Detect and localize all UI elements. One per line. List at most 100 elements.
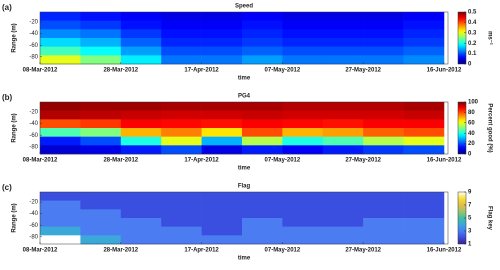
x-tick-label: 16-Jun-2012 (427, 68, 462, 74)
heat-cell (40, 218, 81, 227)
heat-cell (363, 200, 404, 210)
colorbar-tick-label: 9 (468, 190, 472, 196)
y-axis-label: Range (m) (12, 203, 18, 232)
heat-cell (322, 128, 364, 137)
heat-cell (80, 20, 122, 30)
colorbar-label: ms⁻¹ (486, 31, 493, 45)
panel-title: PG4 (238, 94, 251, 100)
heat-cell (282, 55, 324, 65)
heat-cell (241, 192, 283, 201)
heat-cell (120, 145, 162, 155)
colorbar-tick-label: 100 (468, 100, 479, 106)
heat-cell (322, 226, 364, 236)
heat-cell (161, 12, 202, 21)
heat-cell (403, 200, 445, 210)
heat-cell (40, 110, 81, 120)
heat-cell (403, 55, 445, 65)
heat-cell (403, 102, 445, 111)
heat-cell (40, 226, 81, 236)
heat-cell (282, 128, 324, 137)
heat-cell (322, 145, 364, 155)
heat-cell (403, 192, 445, 201)
heat-cell (322, 12, 364, 21)
panel-title: Flag (238, 184, 251, 190)
heat-cell (322, 20, 364, 30)
heat-cell (282, 29, 324, 39)
heat-cell (363, 235, 404, 245)
heat-cell (161, 192, 202, 201)
x-axis-label: time (238, 76, 251, 82)
heat-cell (201, 128, 243, 137)
heat-cell (403, 128, 445, 137)
heat-cell (201, 29, 243, 39)
colorbar-tick-label: 0.2 (468, 41, 477, 47)
heat-cell (322, 38, 364, 47)
heat-cell (282, 46, 324, 56)
colorbar-label: Flag key (486, 206, 492, 231)
heat-cell (363, 29, 404, 39)
heat-cell (120, 12, 162, 21)
heat-cell (40, 209, 81, 219)
heat-cell (161, 200, 202, 210)
heat-cell (403, 119, 445, 129)
y-tick-label: -60 (29, 133, 38, 139)
x-axis-label: time (238, 256, 251, 262)
heat-cell (241, 209, 283, 219)
x-axis-label: time (238, 166, 251, 172)
x-tick-label: 08-Mar-2012 (23, 68, 58, 74)
heat-cell (322, 192, 364, 201)
heat-cell (403, 38, 445, 47)
x-tick-label: 16-Jun-2012 (427, 158, 462, 164)
y-tick-label: -40 (29, 211, 38, 217)
heat-cell (322, 200, 364, 210)
heat-cell (80, 136, 122, 146)
x-tick-label: 27-May-2012 (345, 248, 381, 254)
heat-cell (241, 128, 283, 137)
x-tick-label: 16-Jun-2012 (427, 248, 462, 254)
heat-cell (282, 119, 324, 129)
heat-cell (161, 20, 202, 30)
panel-title: Speed (235, 4, 253, 10)
heat-cell (403, 136, 445, 146)
heat-cell (363, 46, 404, 56)
heat-cell (282, 110, 324, 120)
heat-cell (282, 102, 324, 111)
heat-cell (80, 46, 122, 56)
heat-cell (80, 209, 122, 219)
y-tick-label: -20 (29, 200, 38, 206)
heat-cell (80, 128, 122, 137)
colorbar-tick-label: 1 (468, 242, 472, 248)
heat-cell (161, 119, 202, 129)
colorbar-tick-label: 40 (468, 131, 475, 137)
heat-cell (40, 29, 81, 39)
heat-cell (120, 218, 162, 227)
plot-frame (39, 101, 449, 155)
heat-cell (241, 55, 283, 65)
heat-cell (161, 46, 202, 56)
plot-frame (39, 191, 449, 245)
heat-cell (363, 226, 404, 236)
heat-cell (241, 136, 283, 146)
x-tick-label: 27-May-2012 (345, 68, 381, 74)
heat-cell (120, 209, 162, 219)
heat-cell (80, 119, 122, 129)
heat-cell (363, 110, 404, 120)
heat-cell (161, 102, 202, 111)
y-tick-label: -20 (29, 20, 38, 26)
y-tick-label: -40 (29, 121, 38, 127)
heat-cell (161, 38, 202, 47)
heat-cell (80, 12, 122, 21)
heat-cell (322, 235, 364, 245)
heat-cell (201, 46, 243, 56)
heat-cell (241, 12, 283, 21)
heat-cell (403, 110, 445, 120)
heat-cell (282, 136, 324, 146)
heat-cell (363, 20, 404, 30)
heat-cell (403, 235, 445, 245)
heat-cell (241, 102, 283, 111)
heat-cell (282, 200, 324, 210)
x-tick-label: 17-Apr-2012 (184, 158, 219, 164)
heat-cell (363, 38, 404, 47)
heat-cell (201, 102, 243, 111)
heat-cell (363, 192, 404, 201)
